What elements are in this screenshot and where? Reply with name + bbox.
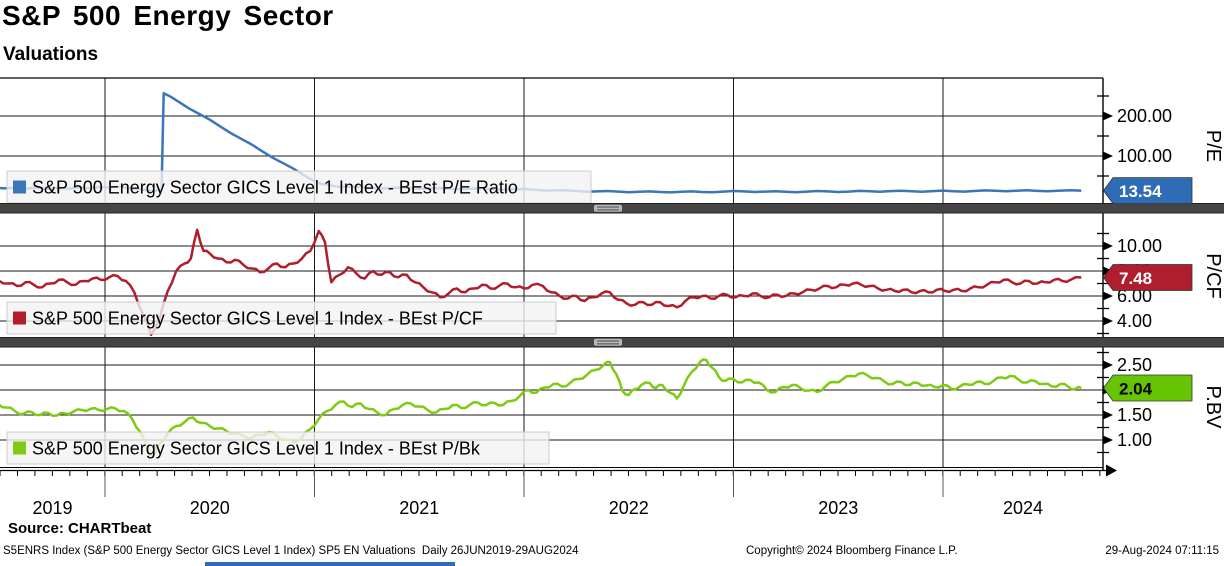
page-subtitle: Valuations bbox=[3, 44, 99, 65]
value-badge-label: 13.54 bbox=[1119, 182, 1162, 201]
footer-ticker-info: S5ENRS Index (S&P 500 Energy Sector GICS… bbox=[3, 545, 579, 557]
axis-title: P/E bbox=[1202, 130, 1224, 162]
tick-arrow-icon bbox=[1103, 360, 1113, 370]
ytick-label: 4.00 bbox=[1117, 311, 1152, 331]
legend-swatch-icon bbox=[13, 441, 26, 455]
axis-title: P/CF bbox=[1202, 253, 1224, 299]
tick-arrow-icon bbox=[1103, 410, 1113, 420]
ytick-label: 100.00 bbox=[1117, 146, 1172, 166]
series-line-pcf bbox=[0, 228, 1082, 337]
value-badge-label: 7.48 bbox=[1119, 269, 1152, 288]
legend-box[interactable]: S&P 500 Energy Sector GICS Level 1 Index… bbox=[6, 170, 592, 204]
source-label: Source: CHARTbeat bbox=[8, 520, 152, 537]
axis-title: P.BV bbox=[1202, 386, 1224, 430]
footer-copyright: Copyright© 2024 Bloomberg Finance L.P. bbox=[746, 545, 958, 557]
tick-arrow-icon bbox=[1103, 435, 1113, 445]
ytick-label: 10.00 bbox=[1117, 236, 1162, 256]
year-label: 2023 bbox=[818, 498, 858, 518]
legend-background bbox=[6, 301, 557, 335]
legend-label: S&P 500 Energy Sector GICS Level 1 Index… bbox=[32, 178, 518, 198]
separator-grip-handle[interactable] bbox=[594, 338, 622, 346]
tick-arrow-icon bbox=[1103, 241, 1113, 251]
value-badge bbox=[1103, 264, 1193, 291]
tick-arrow-icon bbox=[1103, 111, 1113, 121]
ytick-label: 2.50 bbox=[1117, 355, 1152, 375]
year-label: 2021 bbox=[399, 498, 439, 518]
legend-swatch-icon bbox=[13, 180, 26, 194]
ytick-label: 1.00 bbox=[1117, 430, 1152, 450]
ytick-label: 6.00 bbox=[1117, 286, 1152, 306]
value-badge-label: 2.04 bbox=[1119, 380, 1153, 399]
year-label: 2019 bbox=[32, 498, 72, 518]
separator-grip-handle[interactable] bbox=[594, 204, 622, 212]
x-axis-arrow-icon bbox=[1106, 464, 1117, 477]
legend-label: S&P 500 Energy Sector GICS Level 1 Index… bbox=[32, 439, 481, 459]
year-label: 2022 bbox=[609, 498, 649, 518]
legend-label: S&P 500 Energy Sector GICS Level 1 Index… bbox=[32, 309, 483, 329]
value-badge bbox=[1103, 374, 1193, 402]
series-line-pbv bbox=[0, 358, 1082, 458]
footer-timestamp: 29-Aug-2024 07:11:15 bbox=[1105, 545, 1219, 557]
tick-arrow-icon bbox=[1103, 151, 1113, 161]
ytick-label: 1.50 bbox=[1117, 405, 1152, 425]
bottom-blue-strip bbox=[205, 562, 455, 566]
legend-background bbox=[6, 170, 592, 204]
tick-arrow-icon bbox=[1103, 316, 1113, 326]
legend-box[interactable]: S&P 500 Energy Sector GICS Level 1 Index… bbox=[6, 301, 557, 335]
year-label: 2024 bbox=[1003, 498, 1043, 518]
year-label: 2020 bbox=[190, 498, 230, 518]
footer-bar: S5ENRS Index (S&P 500 Energy Sector GICS… bbox=[0, 543, 1224, 561]
legend-swatch-icon bbox=[13, 311, 26, 325]
page-title: S&P 500 Energy Sector bbox=[2, 0, 334, 31]
legend-box[interactable]: S&P 500 Energy Sector GICS Level 1 Index… bbox=[6, 431, 550, 465]
tick-arrow-icon bbox=[1103, 291, 1113, 301]
legend-background bbox=[6, 431, 550, 465]
value-badge bbox=[1103, 177, 1193, 204]
ytick-label: 200.00 bbox=[1117, 106, 1172, 126]
